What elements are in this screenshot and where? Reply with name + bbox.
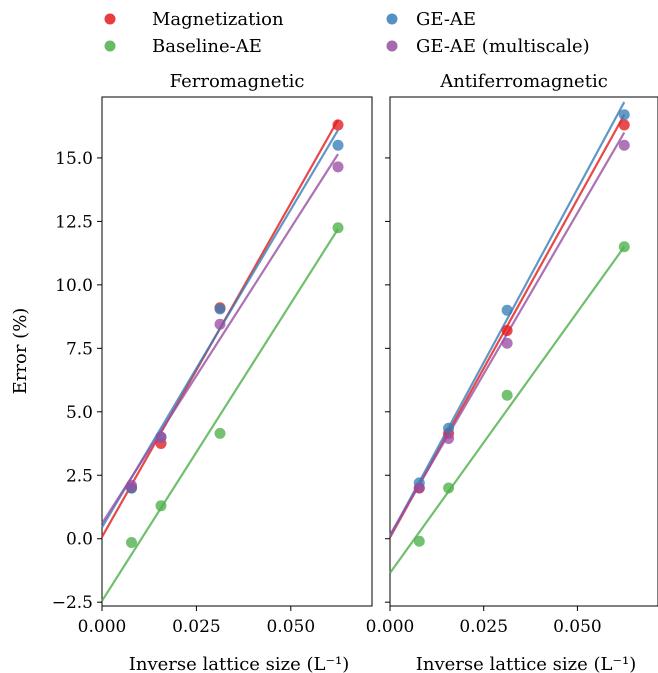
legend-marker-ge-ae-multiscale bbox=[386, 40, 398, 52]
data-point-ge-ae-multiscale-antiferromagnetic bbox=[443, 432, 455, 444]
y-axis-label: Error (%) bbox=[10, 308, 31, 395]
data-point-ge-ae-antiferromagnetic bbox=[443, 422, 455, 434]
fit-line-baseline-ae-ferromagnetic bbox=[101, 228, 339, 602]
y-tick-label: 12.5 bbox=[55, 212, 93, 232]
y-tick-label: 5.0 bbox=[66, 403, 93, 423]
data-point-magnetization-ferromagnetic bbox=[332, 119, 344, 131]
x-tick-label-ferromagnetic: 0.000 bbox=[78, 617, 127, 637]
data-point-baseline-ae-antiferromagnetic bbox=[618, 241, 630, 253]
legend-label-ge-ae-multiscale: GE-AE (multiscale) bbox=[416, 36, 590, 57]
legend-marker-baseline-ae bbox=[104, 40, 116, 52]
data-point-baseline-ae-ferromagnetic bbox=[332, 222, 344, 234]
plot-frame-ferromagnetic bbox=[101, 96, 373, 607]
data-point-ge-ae-multiscale-ferromagnetic bbox=[214, 318, 226, 330]
data-point-baseline-ae-antiferromagnetic bbox=[501, 389, 513, 401]
data-point-baseline-ae-ferromagnetic bbox=[155, 500, 167, 512]
legend-label-baseline-ae: Baseline-AE bbox=[152, 36, 262, 57]
fit-line-baseline-ae-antiferromagnetic bbox=[389, 246, 626, 574]
fit-line-ge-ae-multiscale-ferromagnetic bbox=[101, 153, 339, 525]
panel-title-ferromagnetic: Ferromagnetic bbox=[170, 71, 305, 92]
x-tick-label-ferromagnetic: 0.025 bbox=[172, 617, 221, 637]
x-tick-label-ferromagnetic: 0.050 bbox=[266, 617, 315, 637]
legend-marker-magnetization bbox=[104, 13, 116, 25]
data-point-ge-ae-multiscale-antiferromagnetic bbox=[618, 139, 630, 151]
data-point-ge-ae-multiscale-ferromagnetic bbox=[332, 161, 344, 173]
legend-label-magnetization: Magnetization bbox=[152, 9, 284, 30]
legend-marker-ge-ae bbox=[386, 13, 398, 25]
data-point-ge-ae-ferromagnetic bbox=[214, 303, 226, 315]
panel-title-antiferromagnetic: Antiferromagnetic bbox=[439, 71, 608, 92]
fit-line-ge-ae-antiferromagnetic bbox=[389, 101, 626, 537]
data-point-ge-ae-antiferromagnetic bbox=[501, 304, 513, 316]
plot-frame-antiferromagnetic bbox=[389, 96, 658, 607]
data-point-ge-ae-ferromagnetic bbox=[332, 139, 344, 151]
y-tick-label: 0.0 bbox=[66, 530, 93, 550]
x-tick-label-antiferromagnetic: 0.025 bbox=[459, 617, 508, 637]
data-point-baseline-ae-ferromagnetic bbox=[126, 537, 138, 549]
x-tick-label-antiferromagnetic: 0.000 bbox=[366, 617, 415, 637]
y-tick-label: 15.0 bbox=[55, 149, 93, 169]
y-tick-label: 7.5 bbox=[66, 339, 93, 359]
data-point-ge-ae-multiscale-antiferromagnetic bbox=[501, 337, 513, 349]
data-point-baseline-ae-ferromagnetic bbox=[214, 427, 226, 439]
data-point-ge-ae-multiscale-ferromagnetic bbox=[155, 431, 167, 443]
y-tick-label: −2.5 bbox=[52, 593, 93, 613]
data-point-magnetization-antiferromagnetic bbox=[618, 119, 630, 131]
data-point-magnetization-antiferromagnetic bbox=[501, 325, 513, 337]
x-axis-label-antiferromagnetic: Inverse lattice size (L⁻¹) bbox=[416, 654, 636, 673]
data-point-ge-ae-multiscale-ferromagnetic bbox=[126, 479, 138, 491]
data-point-baseline-ae-antiferromagnetic bbox=[443, 482, 455, 494]
x-axis-label-ferromagnetic: Inverse lattice size (L⁻¹) bbox=[129, 654, 349, 673]
data-point-ge-ae-antiferromagnetic bbox=[618, 109, 630, 121]
legend-label-ge-ae: GE-AE bbox=[416, 9, 476, 30]
y-tick-label: 10.0 bbox=[55, 276, 93, 296]
data-point-baseline-ae-antiferromagnetic bbox=[413, 535, 425, 547]
x-tick-label-antiferromagnetic: 0.050 bbox=[553, 617, 602, 637]
y-tick-label: 2.5 bbox=[66, 466, 93, 486]
data-point-ge-ae-multiscale-antiferromagnetic bbox=[413, 482, 425, 494]
